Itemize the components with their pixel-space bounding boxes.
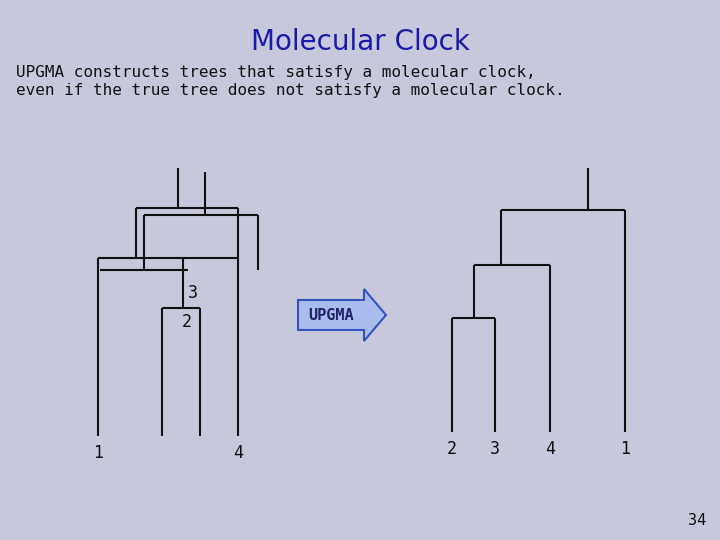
Text: 4: 4: [233, 444, 243, 462]
Text: even if the true tree does not satisfy a molecular clock.: even if the true tree does not satisfy a…: [16, 83, 564, 98]
Polygon shape: [298, 289, 386, 341]
Text: 2: 2: [447, 440, 457, 458]
Text: Molecular Clock: Molecular Clock: [251, 28, 469, 56]
Text: 3: 3: [490, 440, 500, 458]
Text: 34: 34: [688, 513, 706, 528]
Text: 1: 1: [620, 440, 630, 458]
Text: UPGMA: UPGMA: [308, 307, 354, 322]
Text: 4: 4: [545, 440, 555, 458]
Text: 1: 1: [93, 444, 103, 462]
Text: 3: 3: [188, 284, 198, 302]
Text: UPGMA constructs trees that satisfy a molecular clock,: UPGMA constructs trees that satisfy a mo…: [16, 65, 536, 80]
Text: 2: 2: [182, 313, 192, 331]
